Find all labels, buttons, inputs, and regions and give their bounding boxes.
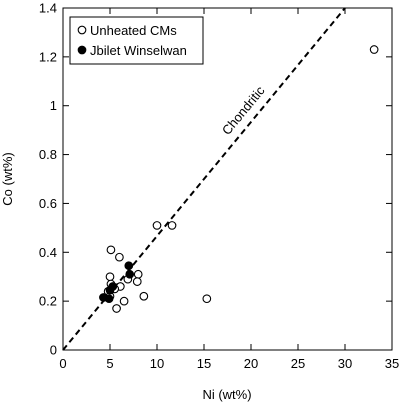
x-axis-label: Ni (wt%) [202,387,251,402]
x-tick-label: 20 [244,356,258,371]
y-tick-label: 1.2 [39,49,57,64]
legend-label-unheated: Unheated CMs [90,23,177,38]
legend-marker-unheated [77,25,87,35]
point-unheated-cm [119,296,129,306]
point-unheated-cm [133,269,143,279]
point-jbilet-winselwan [124,261,134,271]
x-tick-label: 0 [59,356,66,371]
y-tick-label: 1.4 [39,1,57,16]
data-points [99,45,379,313]
y-tick-label: 0.2 [39,294,57,309]
point-unheated-cm [152,221,162,230]
y-axis-label: Co (wt%) [0,152,15,205]
y-tick-label: 0.6 [39,196,57,211]
x-tick-label: 35 [385,356,399,371]
point-unheated-cm [132,277,142,286]
y-tick-label: 0 [50,343,57,358]
x-axis-ticks: 0 5 10 15 20 25 30 35 [59,8,399,371]
legend: Unheated CMs Jbilet Winselwan [69,16,204,65]
y-axis-ticks: 0 0.2 0.4 0.6 0.8 1 1.2 1.4 [39,1,392,358]
point-unheated-cm [139,291,149,301]
y-tick-label: 0.8 [39,147,57,162]
point-unheated-cm [112,304,121,313]
x-tick-label: 10 [150,356,164,371]
point-unheated-cm [106,245,116,255]
legend-label-jbilet: Jbilet Winselwan [90,43,187,58]
point-jbilet-winselwan [105,285,115,295]
point-jbilet-winselwan [104,294,114,304]
x-tick-label: 30 [338,356,352,371]
point-unheated-cm [369,45,379,54]
legend-marker-jbilet [77,45,87,55]
x-tick-label: 5 [106,356,113,371]
point-unheated-cm [115,252,124,262]
point-unheated-cm [202,294,212,304]
y-tick-label: 0.4 [39,245,57,260]
point-unheated-cm [167,221,177,230]
point-unheated-cm [105,272,115,282]
legend-box [69,16,204,65]
x-tick-label: 15 [197,356,211,371]
point-jbilet-winselwan [125,269,135,279]
plot-frame [62,7,393,351]
y-tick-label: 1 [50,98,57,113]
x-tick-label: 25 [291,356,305,371]
